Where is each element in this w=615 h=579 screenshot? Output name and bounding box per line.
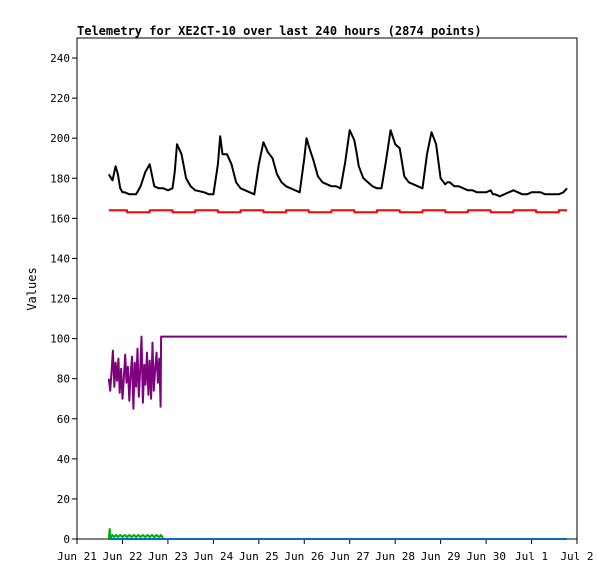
y-axis-label: Values [25,267,39,310]
x-tick-label: Jun 30 [466,550,506,563]
x-tick-label: Jun 22 [103,550,143,563]
y-tick-label: 160 [50,212,70,225]
x-tick-label: Jul 2 [560,550,593,563]
series-line-3 [107,335,567,410]
y-tick-label: 140 [50,252,70,265]
x-tick-label: Jun 28 [375,550,415,563]
y-tick-label: 120 [50,293,70,306]
series-line-4 [107,528,567,540]
y-tick-label: 200 [50,132,70,145]
x-tick-label: Jun 29 [421,550,461,563]
series-line-1 [107,129,568,198]
y-tick-label: 40 [57,453,70,466]
y-tick-label: 0 [63,533,70,546]
series-line-2 [108,209,567,214]
y-tick-label: 20 [57,493,70,506]
x-tick-label: Jun 23 [148,550,188,563]
x-tick-label: Jul 1 [515,550,548,563]
x-tick-label: Jun 25 [239,550,279,563]
x-tick-label: Jun 26 [284,550,324,563]
y-tick-label: 100 [50,333,70,346]
x-axis-ticks: Jun 21 Jun 22 Jun 23 Jun 24 Jun 25 Jun 26 Jun … [57,539,594,563]
y-tick-label: 60 [57,413,70,426]
x-tick-label: Jun 27 [330,550,370,563]
y-axis-ticks: 0 20 40 60 80 100 120 140 160 180 200 220 240 [50,52,77,546]
y-tick-label: 180 [50,172,70,185]
series-layer [107,129,568,540]
y-tick-label: 220 [50,92,70,105]
plot-frame [76,37,578,540]
x-tick-label: Jun 21 [57,550,97,563]
x-tick-label: Jun 24 [193,550,233,563]
y-tick-label: 80 [57,373,70,386]
y-tick-label: 240 [50,52,70,65]
chart-title: Telemetry for XE2CT-10 over last 240 hou… [77,24,482,38]
